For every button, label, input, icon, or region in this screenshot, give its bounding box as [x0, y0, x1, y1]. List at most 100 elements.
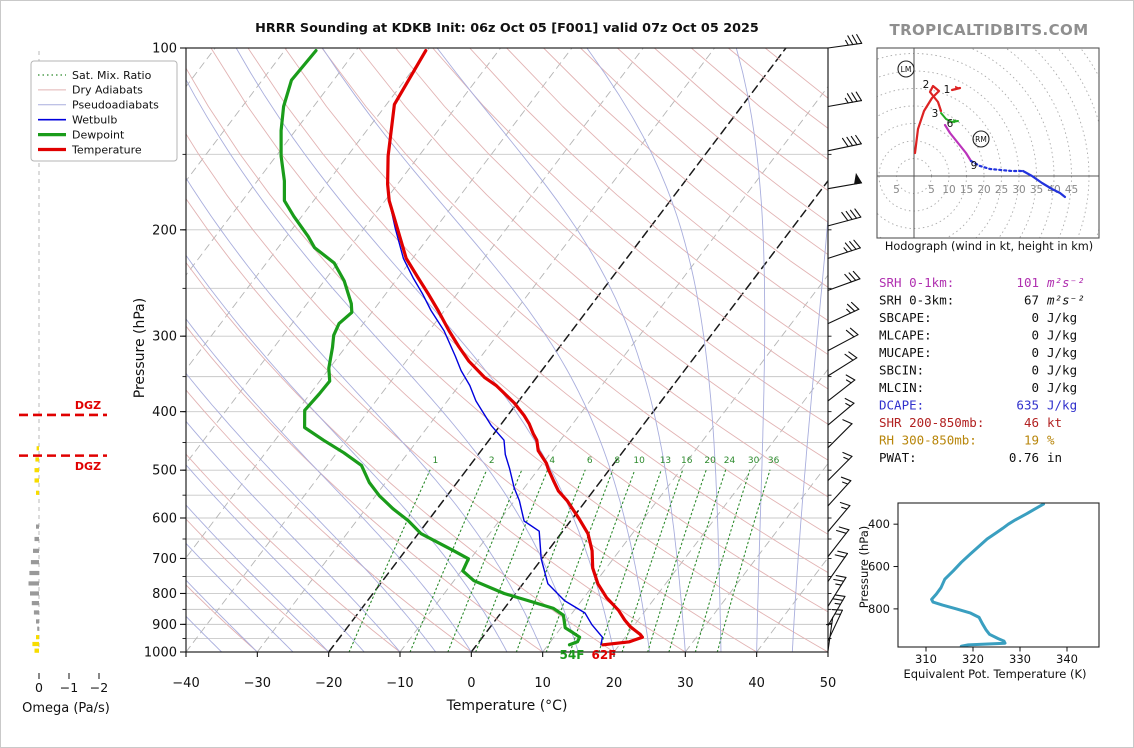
wind-barb [827, 239, 861, 259]
stat-unit: J/kg [1047, 398, 1077, 413]
stat-value: 101 [1016, 275, 1039, 290]
isotherm-line [684, 462, 828, 652]
barb-full [831, 609, 843, 611]
dry-adiabat-line [186, 198, 687, 652]
barb-half [845, 39, 849, 46]
barb-staff [827, 357, 858, 377]
stat-value: 0 [1031, 380, 1039, 395]
dry-adiabat-line [395, 48, 828, 425]
mixing-ratio-label: 6 [587, 456, 593, 466]
isotherm-line [613, 368, 828, 652]
mixing-ratio-line [598, 469, 662, 652]
y-axis-tick-label: 1000 [144, 646, 177, 661]
thetae-frame [897, 502, 1100, 648]
thetae-x-tick-label: 310 [915, 652, 937, 666]
barb-full [844, 273, 853, 283]
mixing-ratio-line [694, 469, 751, 652]
mixing-ratio-label: 1 [432, 456, 438, 466]
isotherm-line [186, 48, 288, 182]
isotherm-line [470, 179, 828, 652]
wind-barb [827, 301, 860, 325]
isotherm-line [399, 85, 828, 652]
dry-adiabat-line [764, 48, 828, 99]
isotherm-line [186, 48, 644, 652]
pseudoadiabat-line [186, 177, 547, 652]
hodograph-ring-label: 45 [1065, 184, 1078, 196]
x-axis-tick-label: −30 [244, 676, 271, 691]
barb-staff [827, 278, 861, 291]
pseudoadiabat-line [186, 78, 582, 652]
dewpoint-curve [279, 49, 582, 647]
barb-full [842, 419, 853, 425]
x-axis-tick-label: −20 [315, 676, 342, 691]
hodograph-ring-label: 5 [928, 184, 935, 196]
stat-label: MLCIN: [879, 380, 924, 395]
hodograph-caption: Hodograph (wind in kt, height in km) [884, 240, 1094, 253]
barb-staff [827, 455, 853, 482]
thetae-x-tick-label: 340 [1056, 652, 1078, 666]
barb-staff [827, 334, 859, 352]
wind-barb [827, 327, 859, 352]
thetae-curve [930, 503, 1045, 647]
hodograph-arrowhead [955, 85, 960, 91]
pseudoadiabat-line [186, 372, 441, 652]
dry-adiabat-line [186, 389, 473, 652]
pseudoadiabat-line [706, 48, 766, 652]
stat-value: 0.76 [1009, 450, 1039, 465]
stat-label: SRH 0-3km: [879, 293, 954, 308]
stat-value: 67 [1024, 293, 1039, 308]
barb-full [842, 451, 853, 457]
stat-value: 0 [1031, 328, 1039, 343]
wind-barb [827, 172, 863, 190]
barb-full [834, 554, 846, 558]
barb-full [834, 594, 846, 597]
wind-barb [827, 476, 852, 507]
hodograph-ring-label: 25 [995, 184, 1008, 196]
thetae-x-tick-label: 320 [962, 652, 984, 666]
stat-unit: kt [1047, 415, 1062, 430]
hodograph-height-label: 6 [947, 118, 954, 130]
pseudoadiabat-line [186, 254, 511, 652]
barb-full [844, 242, 853, 252]
stat-unit: J/kg [1047, 363, 1077, 378]
barb-full [845, 210, 853, 220]
barb-full [837, 550, 849, 555]
barb-full [846, 136, 854, 147]
barb-full [848, 351, 858, 359]
barb-half [844, 97, 849, 104]
barb-staff [827, 480, 852, 507]
stat-label: SHR 200-850mb: [879, 415, 984, 430]
barb-full [848, 272, 857, 281]
x-axis-tick-label: 0 [467, 676, 475, 691]
dry-adiabat-line [186, 133, 758, 652]
hodograph-ring-label: 5 [893, 184, 900, 196]
stat-unit: m²s⁻² [1046, 293, 1085, 308]
barb-staff [827, 402, 855, 426]
hodograph-arrowhead-6km [953, 119, 958, 124]
wind-barb [827, 134, 862, 152]
barb-half [842, 481, 849, 485]
barb-staff [827, 100, 863, 108]
dry-adiabat-line [543, 48, 828, 288]
y-axis-tick-label: 900 [152, 618, 177, 633]
thetae-x-axis-title: Equivalent Pot. Temperature (K) [903, 667, 1087, 681]
isotherm-line [756, 557, 828, 652]
stat-label: SBCIN: [879, 363, 924, 378]
isotherm-line [186, 48, 502, 465]
dry-adiabat-line [247, 48, 828, 574]
x-axis-tick-label: 30 [677, 676, 694, 691]
barb-pennant [853, 172, 863, 185]
barb-half [834, 602, 842, 605]
x-axis-tick-label: 50 [820, 676, 837, 691]
mixing-ratio-label: 10 [633, 456, 645, 466]
mixing-ratio-line [447, 469, 523, 652]
barb-full [849, 327, 859, 336]
legend-label: Dewpoint [72, 128, 125, 141]
hodograph-ring-label: 20 [977, 184, 990, 196]
pseudoadiabat-line [186, 542, 299, 652]
barb-full [852, 270, 861, 280]
stat-label: SBCAPE: [879, 310, 932, 325]
hodograph-ring-label: 15 [960, 184, 973, 196]
hodograph-marker-circle [897, 60, 915, 78]
